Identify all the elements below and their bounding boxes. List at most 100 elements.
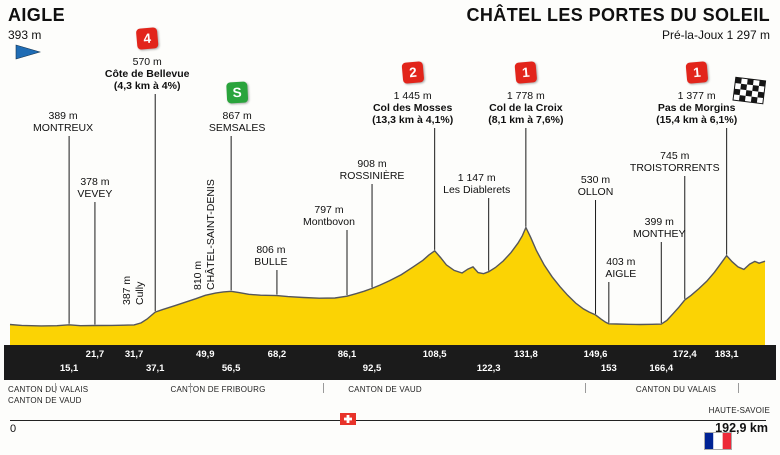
climb-stats: (15,4 km à 6,1%) bbox=[656, 114, 738, 126]
distance-marker: 31,7 bbox=[124, 349, 144, 360]
distance-marker: 122,3 bbox=[476, 363, 501, 374]
distance-marker: 21,7 bbox=[85, 349, 105, 360]
distance-axis bbox=[10, 420, 766, 421]
waypoint-elevation: 387 m bbox=[121, 275, 134, 305]
sprint-marker-icon: S bbox=[226, 81, 249, 104]
waypoint-name: ROSSINIÈRE bbox=[339, 170, 405, 182]
waypoint-elevation: 1 445 m bbox=[393, 90, 432, 102]
region-label-vaud-start: CANTON DE VAUD bbox=[8, 396, 82, 405]
distance-marker: 92,5 bbox=[362, 363, 382, 374]
waypoint-elevation: 378 m bbox=[80, 176, 110, 188]
waypoint-elevation: 806 m bbox=[256, 244, 286, 256]
axis-total-distance: 192,9 km bbox=[715, 421, 768, 435]
waypoint-pas-de-morgins: 1 1 377 m Pas de Morgins (15,4 km à 6,1%) bbox=[656, 61, 738, 126]
waypoint-col-de-la-croix: 1 1 778 m Col de la Croix (8,1 km à 7,6%) bbox=[488, 61, 564, 126]
waypoint-elevation: 389 m bbox=[48, 110, 78, 122]
waypoint-name: Col des Mosses bbox=[372, 102, 453, 114]
distance-marker: 15,1 bbox=[59, 363, 79, 374]
distance-marker: 131,8 bbox=[513, 349, 538, 360]
distance-marker: 166,4 bbox=[649, 363, 674, 374]
distance-marker: 153 bbox=[600, 363, 617, 374]
waypoint-name: OLLON bbox=[577, 186, 614, 198]
climb-stats: (4,3 km à 4%) bbox=[113, 80, 181, 92]
waypoint-name: Montbovon bbox=[303, 216, 355, 228]
finish-checkered-flag-icon bbox=[731, 76, 767, 110]
waypoint-elevation: 399 m bbox=[644, 216, 674, 228]
distance-band: 15,1 21,7 31,7 37,1 49,9 56,5 68,2 86,1 92,5 108,… bbox=[4, 345, 776, 380]
start-elevation: 393 m bbox=[8, 28, 42, 42]
switzerland-flag-icon bbox=[340, 412, 356, 430]
waypoint-name: CHÂTEL-SAINT-DENIS bbox=[205, 179, 218, 290]
waypoint-elevation: 530 m bbox=[580, 174, 611, 186]
start-header: AIGLE 393 m bbox=[8, 5, 65, 42]
waypoint-elevation: 403 m bbox=[606, 256, 636, 268]
waypoint-elevation: 810 m bbox=[192, 260, 205, 290]
region-label-valais-start: CANTON DU VALAIS bbox=[8, 385, 89, 394]
distance-marker: 49,9 bbox=[196, 349, 215, 360]
waypoint-elevation: 867 m bbox=[222, 110, 252, 122]
distance-marker: 108,5 bbox=[422, 349, 447, 360]
waypoint-name: MONTREUX bbox=[33, 122, 94, 134]
waypoint-cully: 387 m Cully bbox=[121, 205, 147, 305]
waypoint-elevation: 1 147 m bbox=[457, 172, 496, 184]
climb-stats: (8,1 km à 7,6%) bbox=[488, 114, 564, 126]
waypoint-name: Côte de Bellevue bbox=[104, 68, 190, 80]
axis-start-label: 0 bbox=[10, 423, 17, 435]
waypoint-name: BULLE bbox=[254, 256, 288, 268]
waypoint-col-des-mosses: 2 1 445 m Col des Mosses (13,3 km à 4,1%) bbox=[372, 61, 454, 126]
start-name: AIGLE bbox=[8, 5, 66, 25]
waypoint-ollon: 530 m OLLON bbox=[578, 174, 614, 198]
waypoint-rossiniere: 908 m ROSSINIÈRE bbox=[340, 158, 405, 182]
distance-marker: 149,6 bbox=[583, 349, 608, 360]
region-divider bbox=[55, 383, 56, 393]
waypoint-name: Pas de Morgins bbox=[657, 102, 736, 114]
waypoint-elevation: 570 m bbox=[132, 56, 162, 68]
waypoint-elevation: 1 778 m bbox=[506, 90, 545, 102]
waypoint-name: TROISTORRENTS bbox=[629, 162, 720, 174]
waypoint-bulle: 806 m BULLE bbox=[254, 244, 287, 268]
waypoint-monthey: 399 m MONTHEY bbox=[633, 216, 686, 240]
distance-marker: 86,1 bbox=[337, 349, 357, 360]
distance-marker: 183,1 bbox=[714, 349, 739, 360]
waypoint-semsales: S 867 m SEMSALES bbox=[208, 81, 266, 134]
region-divider bbox=[585, 383, 586, 393]
start-flag-icon bbox=[15, 44, 42, 65]
region-divider bbox=[190, 383, 191, 393]
distance-marker: 56,5 bbox=[221, 363, 241, 374]
waypoint-cote-de-bellevue: 4 570 m Côte de Bellevue (4,3 km à 4%) bbox=[104, 27, 190, 92]
waypoint-aigle: 403 m AIGLE bbox=[605, 256, 636, 280]
distance-marker: 172,4 bbox=[672, 349, 697, 360]
elevation-profile-area bbox=[10, 227, 765, 345]
waypoint-name: MONTHEY bbox=[633, 228, 686, 240]
waypoint-elevation: 1 377 m bbox=[677, 90, 716, 102]
category-1-climb-marker-icon: 1 bbox=[514, 61, 538, 84]
waypoint-montreux: 389 m MONTREUX bbox=[33, 110, 93, 134]
waypoint-vevey: 378 m VEVEY bbox=[77, 176, 112, 200]
waypoint-chatel-saint-denis: 810 m CHÂTEL-SAINT-DENIS bbox=[192, 140, 218, 290]
waypoint-name: Les Diablerets bbox=[443, 184, 511, 196]
region-label-vaud: CANTON DE VAUD bbox=[348, 385, 422, 394]
waypoint-montbovon: 797 m Montbovon bbox=[303, 204, 355, 228]
elevation-profile-outline bbox=[9, 225, 766, 327]
waypoint-name: AIGLE bbox=[605, 268, 637, 280]
waypoint-les-diablerets: 1 147 m Les Diablerets bbox=[443, 172, 510, 196]
distance-marker: 68,2 bbox=[267, 349, 287, 360]
waypoint-name: Col de la Croix bbox=[489, 102, 563, 114]
waypoint-elevation: 745 m bbox=[660, 150, 690, 162]
region-divider bbox=[323, 383, 324, 393]
finish-name: CHÂTEL LES PORTES DU SOLEIL bbox=[466, 5, 770, 25]
waypoint-elevation: 797 m bbox=[314, 204, 344, 216]
category-2-climb-marker-icon: 2 bbox=[401, 61, 425, 84]
waypoint-name: Cully bbox=[134, 281, 147, 305]
finish-header: CHÂTEL LES PORTES DU SOLEIL Pré-la-Joux … bbox=[467, 5, 771, 42]
finish-subtitle: Pré-la-Joux 1 297 m bbox=[661, 28, 770, 42]
category-4-climb-marker-icon: 4 bbox=[135, 27, 159, 50]
climb-stats: (13,3 km à 4,1%) bbox=[372, 114, 454, 126]
category-1-climb-marker-icon: 1 bbox=[685, 61, 709, 84]
waypoint-troistorrents: 745 m TROISTORRENTS bbox=[630, 150, 720, 174]
waypoint-name: SEMSALES bbox=[208, 122, 266, 134]
waypoint-name: VEVEY bbox=[77, 188, 113, 200]
